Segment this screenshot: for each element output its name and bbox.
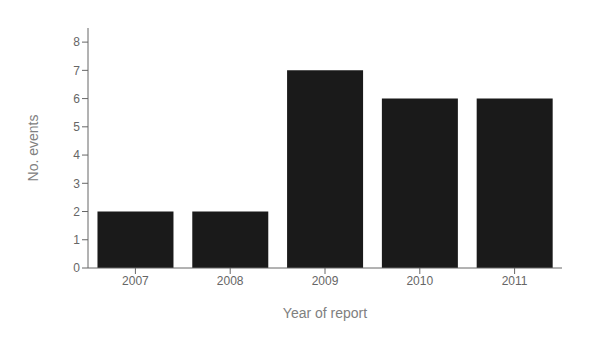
svg-text:4: 4 [73,148,80,162]
svg-text:2007: 2007 [122,274,149,288]
svg-text:2011: 2011 [502,274,528,288]
svg-text:6: 6 [73,92,80,106]
svg-text:7: 7 [73,64,80,78]
svg-text:Year of report: Year of report [283,305,367,321]
svg-text:2: 2 [73,205,80,219]
svg-text:3: 3 [73,177,80,191]
svg-text:5: 5 [73,120,80,134]
svg-text:2008: 2008 [217,274,244,288]
svg-text:2010: 2010 [406,274,433,288]
svg-text:2009: 2009 [312,274,339,288]
svg-text:No. events: No. events [25,115,41,182]
svg-text:1: 1 [73,233,80,247]
svg-text:0: 0 [73,261,80,275]
svg-text:8: 8 [73,35,80,49]
